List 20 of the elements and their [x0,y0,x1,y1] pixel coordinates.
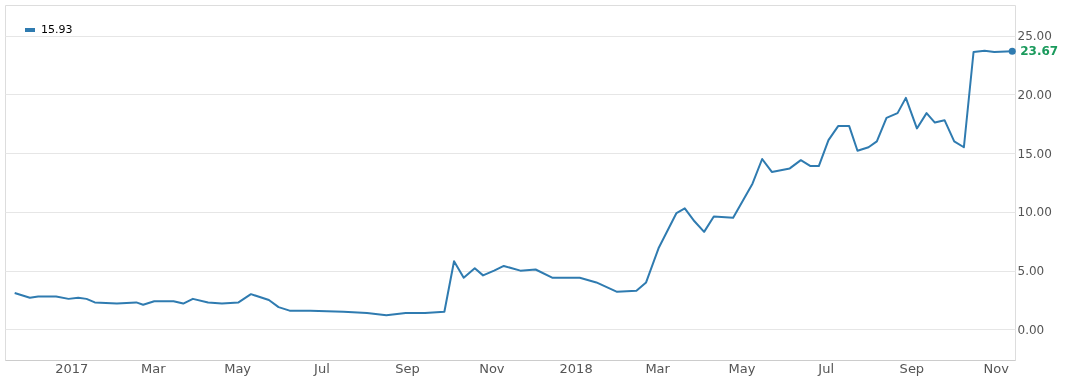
y-tick-label: 25.00 [1017,29,1052,44]
x-tick-label: May [224,360,252,376]
x-tick-label: Jul [313,360,330,376]
x-tick-label: 2017 [55,360,89,376]
annotation: 23.67 [1020,44,1059,59]
y-tick-label: 20.00 [1017,87,1052,102]
legend-label: 15.93 [41,23,73,36]
x-tick-label: Nov [983,360,1010,376]
x-tick-label: Jul [817,360,835,376]
x-tick-label: Mar [141,360,167,376]
y-tick-label: 5.00 [1017,264,1045,279]
y-tick-label: 10.00 [1017,205,1052,220]
x-tick-label: May [728,360,756,376]
x-tick-label: Sep [899,360,925,376]
x-tick-label: Nov [479,360,505,376]
x-tick-label: Mar [645,360,671,376]
x-tick-label: Sep [395,360,420,376]
x-tick-label: 2018 [559,360,593,376]
y-tick-label: 15.00 [1017,146,1052,161]
y-tick-label: 0.00 [1017,322,1045,337]
